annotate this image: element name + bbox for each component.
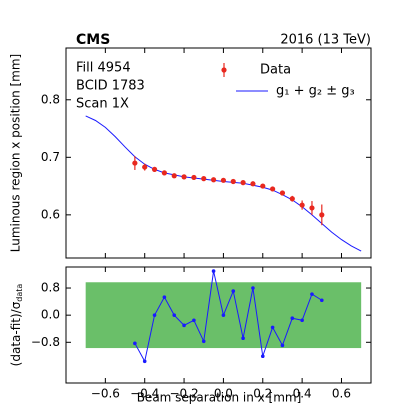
data-point <box>201 176 207 182</box>
data-point <box>289 196 295 202</box>
x-tick-label: 0.4 <box>293 387 312 401</box>
data-point <box>161 170 167 176</box>
data-point <box>319 212 325 218</box>
y-tick-label: 0.8 <box>41 92 60 106</box>
data-point <box>231 289 236 293</box>
axes-frame <box>65 47 372 259</box>
data-point <box>151 166 158 172</box>
data-point <box>132 160 138 166</box>
data-point <box>211 269 216 273</box>
data-point <box>250 181 256 187</box>
data-point <box>300 318 304 323</box>
legend-label: g₁ + g₂ ± g₃ <box>276 84 355 99</box>
chart-subtitle: 2016 (13 TeV) <box>280 33 371 48</box>
data-point <box>191 174 197 181</box>
data-point <box>320 298 324 303</box>
data-point <box>142 359 147 364</box>
data-point <box>210 177 217 183</box>
y-tick-label: 0.8 <box>41 281 60 295</box>
data-point <box>220 177 227 183</box>
y-axis-label: Luminous region x position [mm] <box>9 54 23 253</box>
data-point <box>162 295 167 299</box>
y-tick-label: −0.8 <box>31 335 60 349</box>
data-point <box>280 343 285 348</box>
data-point <box>290 316 295 321</box>
x-tick-label: −0.6 <box>91 387 120 401</box>
legend-marker <box>221 67 227 73</box>
data-point <box>171 173 177 179</box>
data-point <box>260 183 266 189</box>
y-axis-label: (data-fit)/σdata <box>9 284 24 367</box>
y-axis-label-main: (data-fit)/σ <box>9 301 23 366</box>
y-tick-label: 0.0 <box>41 308 60 322</box>
residual-line <box>134 270 323 363</box>
axes-frame <box>65 266 372 384</box>
data-point <box>309 205 315 211</box>
data-point <box>133 341 137 346</box>
data-point <box>260 354 265 359</box>
x-tick-label: 0.6 <box>332 387 351 401</box>
annotation: BCID 1783 <box>76 79 145 94</box>
x-axis-label: Beam separation in x [mm] <box>137 391 302 405</box>
y-tick-label: 0.7 <box>41 150 60 164</box>
x-tick-label: −0.2 <box>169 387 198 401</box>
x-tick-label: −0.4 <box>130 387 159 401</box>
y-axis-label-sub: data <box>15 284 24 302</box>
data-point <box>310 292 314 296</box>
annotation: Scan 1X <box>76 97 129 112</box>
data-point <box>221 313 226 317</box>
data-point <box>142 164 148 170</box>
data-point <box>172 313 177 317</box>
data-point <box>192 318 196 323</box>
data-point <box>152 313 157 317</box>
data-point <box>181 174 187 180</box>
x-tick-label: 0.2 <box>253 387 272 401</box>
legend-label: Data <box>260 63 291 78</box>
data-point <box>270 186 276 192</box>
data-point <box>251 286 255 290</box>
data-point <box>270 325 275 330</box>
chart-title: CMS <box>76 32 110 48</box>
data-point <box>182 323 186 328</box>
data-point <box>240 180 246 186</box>
data-point <box>230 178 236 185</box>
data-point <box>299 202 305 208</box>
data-point <box>241 336 245 341</box>
fit-line <box>85 115 362 252</box>
annotation: Fill 4954 <box>76 61 131 76</box>
data-point <box>279 190 286 196</box>
x-tick-label: 0.0 <box>214 387 233 401</box>
y-tick-label: 0.6 <box>41 207 60 221</box>
data-point <box>201 339 206 344</box>
